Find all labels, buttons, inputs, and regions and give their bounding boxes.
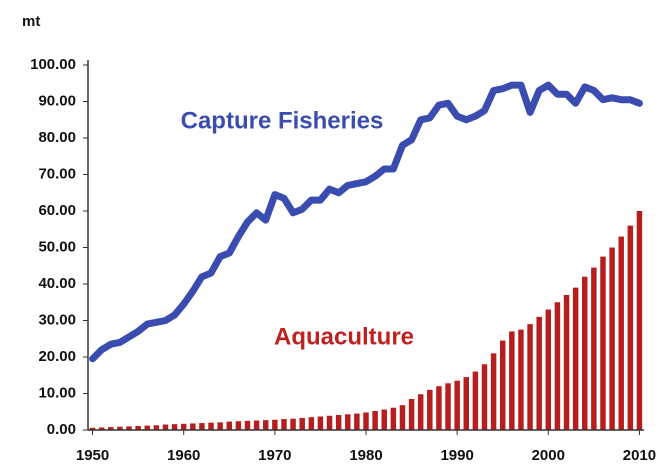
y-tick-label: 50.00 (38, 238, 76, 255)
bar (108, 427, 114, 430)
bar (381, 409, 387, 430)
bar (162, 424, 169, 430)
bar (481, 364, 488, 430)
x-tick-label: 1990 (440, 447, 473, 464)
bar (472, 371, 479, 430)
bar (417, 394, 424, 430)
capture-annotation: Capture Fisheries (181, 107, 384, 134)
aquaculture-annotation: Aquaculture (274, 323, 414, 350)
bar (572, 287, 579, 430)
bar (208, 422, 214, 430)
x-tick-label: 1970 (258, 447, 291, 464)
bar (272, 419, 278, 430)
bar (454, 380, 460, 430)
bar (445, 383, 451, 430)
bar (527, 324, 533, 430)
y-tick-label: 90.00 (38, 92, 76, 109)
y-axis-label: mt (22, 13, 40, 30)
bar (171, 424, 178, 430)
bar (600, 256, 606, 430)
line (89, 81, 643, 363)
bar (636, 211, 643, 430)
bar (98, 427, 105, 430)
bar (399, 405, 406, 430)
y-tick-label: 20.00 (38, 348, 76, 365)
bar (408, 398, 415, 430)
bar (126, 426, 132, 430)
bar (244, 420, 251, 430)
bar (354, 413, 360, 430)
bar (217, 422, 223, 430)
bar (390, 407, 397, 430)
bar (281, 419, 287, 430)
bar (117, 426, 123, 430)
bar (235, 421, 242, 430)
bar (290, 418, 296, 430)
y-tick-label: 40.00 (38, 275, 76, 292)
bar (436, 386, 442, 430)
bar (326, 415, 333, 430)
bar (627, 225, 634, 430)
bar (253, 420, 260, 430)
x-tick-label: 1980 (349, 447, 382, 464)
bar (372, 411, 378, 430)
bar (317, 416, 324, 430)
bar (263, 420, 269, 430)
y-tick-label: 70.00 (38, 165, 76, 182)
bar (144, 425, 150, 430)
bar (490, 353, 497, 430)
bar (536, 316, 542, 430)
bar (509, 331, 515, 430)
y-tick-label: 100.00 (30, 56, 76, 73)
x-tick-label: 1960 (167, 447, 200, 464)
bar (591, 267, 597, 430)
bar (180, 423, 187, 430)
bar (545, 309, 552, 430)
bar (554, 302, 561, 430)
bar (609, 247, 615, 430)
x-tick-label: 2000 (532, 447, 565, 464)
y-tick-label: 80.00 (38, 129, 76, 146)
bar (499, 340, 506, 430)
bar (618, 236, 624, 430)
bar (153, 425, 160, 430)
bar (335, 415, 342, 430)
bar (199, 423, 205, 430)
y-tick-label: 0.00 (47, 421, 76, 438)
y-tick-label: 30.00 (38, 311, 76, 328)
bar (427, 389, 433, 430)
y-tick-label: 60.00 (38, 202, 76, 219)
x-tick-label: 2010 (623, 447, 656, 464)
bar (89, 427, 96, 430)
bar (363, 412, 369, 430)
x-tick-label: 1950 (76, 447, 109, 464)
bar (299, 417, 305, 430)
bar (345, 414, 351, 430)
bar (308, 417, 315, 430)
bar (190, 423, 196, 430)
y-tick-label: 10.00 (38, 384, 76, 401)
bar (135, 425, 141, 430)
bar (563, 294, 570, 430)
bar (463, 377, 469, 430)
bar (582, 276, 588, 430)
bar (226, 421, 233, 430)
bar (518, 329, 524, 430)
